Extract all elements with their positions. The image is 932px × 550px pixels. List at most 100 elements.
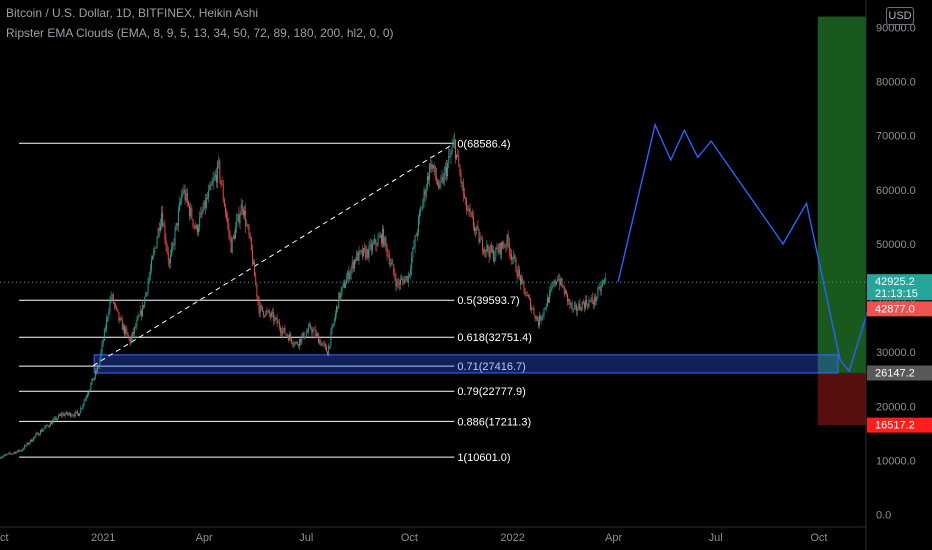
candle-body [55, 417, 57, 421]
candle-body [333, 319, 335, 324]
candle-body [50, 422, 51, 427]
candle-body [277, 322, 279, 324]
candle-body [439, 181, 441, 188]
candle-body [395, 278, 397, 287]
candle-body [563, 287, 565, 295]
candle-body [64, 414, 66, 416]
candle-body [167, 252, 169, 261]
candle-body [347, 271, 349, 279]
candle-body [120, 318, 122, 320]
candle-body [297, 344, 299, 346]
candle-body [324, 344, 326, 347]
candle-body [332, 323, 334, 327]
candle-body [37, 432, 39, 436]
candle-body [290, 334, 291, 339]
candle-body [42, 430, 44, 432]
candle-body [135, 326, 137, 328]
candle-body [214, 174, 216, 178]
candle-body [527, 295, 529, 297]
candle-body [520, 275, 521, 285]
candle-body [369, 244, 371, 246]
candle-body [555, 281, 557, 285]
candle-body [468, 208, 470, 211]
candle-body [365, 248, 367, 259]
candle-body [559, 279, 561, 286]
candle-body [402, 278, 404, 281]
candle-body [410, 269, 412, 275]
candle-body [201, 212, 203, 213]
candle-body [328, 346, 330, 356]
candle-body [303, 332, 305, 339]
candle-body [413, 246, 415, 248]
candle-body [311, 328, 313, 333]
candle-body [317, 333, 318, 336]
candle-body [98, 366, 100, 367]
candle-body [505, 245, 507, 247]
candle-body [116, 305, 118, 309]
candle-body [475, 229, 477, 231]
candle-body [101, 343, 103, 352]
candle-body [389, 263, 391, 265]
candle-body [522, 278, 524, 282]
candle-body [60, 414, 62, 416]
candle-body [229, 232, 231, 238]
candle-body [573, 305, 575, 309]
candle-body [589, 300, 591, 302]
fib-level-label: 0.79(22777.9) [457, 386, 526, 398]
candle-body [222, 184, 224, 200]
candle-body [393, 264, 395, 273]
candle-body [115, 304, 116, 306]
y-tick-label: 10000.0 [876, 455, 916, 467]
candle-body [489, 245, 491, 257]
candle-body [0, 457, 2, 459]
currency-badge[interactable]: USD [886, 7, 914, 25]
candle-body [481, 239, 483, 252]
candle-body [271, 312, 272, 317]
candle-body [292, 342, 294, 345]
candle-body [329, 345, 331, 347]
candle-body [578, 303, 580, 310]
candle-body [45, 425, 47, 428]
candle-body [202, 209, 204, 213]
candle-body [495, 247, 497, 257]
candle-body [486, 244, 488, 252]
candle-body [142, 305, 143, 317]
candle-body [121, 319, 123, 330]
candle-body [106, 318, 108, 329]
candle-body [216, 174, 217, 183]
candle-body [465, 197, 466, 199]
y-tick-label: 0.0 [876, 510, 891, 522]
candle-body [435, 176, 437, 181]
candle-body [267, 310, 269, 312]
candle-body [81, 407, 83, 409]
candle-body [384, 237, 386, 246]
candle-body [309, 324, 311, 327]
candle-body [514, 255, 516, 260]
candle-body [240, 204, 242, 216]
candle-body [375, 239, 377, 245]
candle-body [462, 182, 464, 195]
candle-body [13, 452, 14, 454]
indicator-legend[interactable]: Ripster EMA Clouds (EMA, 8, 9, 5, 13, 34… [6, 26, 394, 40]
candle-body [461, 182, 463, 184]
candle-body [314, 329, 316, 336]
candle-body [285, 333, 287, 335]
candle-body [33, 437, 35, 441]
x-tick-label: Oct [0, 532, 9, 544]
candle-body [279, 327, 281, 332]
candle-body [10, 453, 12, 455]
candle-body [463, 194, 465, 198]
candle-body [245, 210, 247, 226]
candle-body [82, 404, 84, 408]
chart-symbol-title: Bitcoin / U.S. Dollar, 1D, BITFINEX, Hei… [6, 6, 259, 20]
candle-body [36, 432, 38, 435]
candle-body [432, 164, 434, 169]
y-tick-label: 90000.0 [876, 22, 916, 34]
candle-body [128, 336, 130, 339]
candle-body [479, 238, 481, 243]
candle-body [567, 293, 569, 302]
candle-body [56, 418, 58, 421]
candle-body [269, 314, 271, 317]
candle-body [561, 278, 563, 287]
